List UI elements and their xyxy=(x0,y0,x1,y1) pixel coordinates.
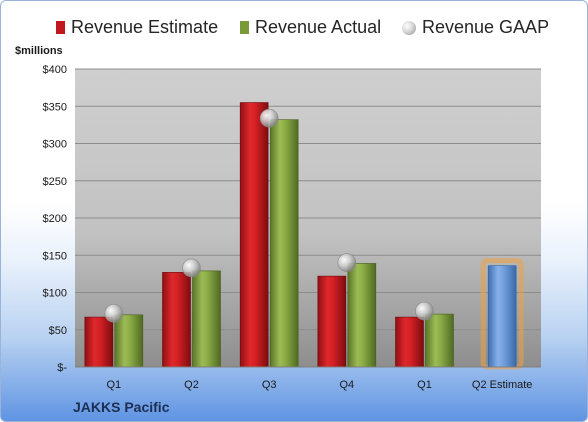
y-axis-unit-label: $millions xyxy=(15,45,63,57)
x-tick-label: Q2 Estimate xyxy=(472,379,533,391)
legend-swatch-revenue-actual xyxy=(240,21,249,34)
x-tick-label: Q3 xyxy=(262,379,277,391)
legend-swatch-revenue-gaap xyxy=(402,20,416,35)
revenue-gaap-marker xyxy=(259,108,279,128)
x-tick-label: Q1 xyxy=(106,379,121,391)
legend-label-revenue-estimate: Revenue Estimate xyxy=(71,17,219,37)
y-tick-label: $350 xyxy=(43,101,67,113)
x-tick-label: Q2 xyxy=(184,379,199,391)
company-name: JAKKS Pacific xyxy=(73,399,170,415)
y-tick-label: $250 xyxy=(43,176,67,188)
revenue-actual-bar xyxy=(269,119,299,368)
y-tick-label: $50 xyxy=(49,325,67,337)
x-tick-label: Q4 xyxy=(339,379,354,391)
q2-estimate-bar xyxy=(487,265,517,368)
revenue-actual-bar xyxy=(114,314,144,368)
legend-swatch-revenue-estimate xyxy=(56,21,65,34)
gridlines xyxy=(75,68,541,331)
y-tick-label: $100 xyxy=(43,288,67,300)
revenue-gaap-marker xyxy=(182,258,201,278)
gaap-markers xyxy=(104,108,434,323)
bars xyxy=(84,102,524,370)
legend-item-revenue-estimate: Revenue Estimate xyxy=(56,17,218,38)
revenue-actual-bar xyxy=(425,313,454,368)
y-tick-label: $300 xyxy=(43,139,67,151)
legend-item-revenue-actual: Revenue Actual xyxy=(240,17,381,38)
legend-item-revenue-gaap: Revenue GAAP xyxy=(402,17,549,38)
revenue-estimate-bar xyxy=(317,275,347,368)
y-tick-label: $150 xyxy=(43,250,67,262)
revenue-gaap-marker xyxy=(337,253,357,273)
y-tick-label: $200 xyxy=(43,213,67,225)
x-tick-label: Q1 xyxy=(417,379,432,391)
revenue-actual-bar xyxy=(347,263,377,368)
legend: Revenue Estimate Revenue Actual Revenue … xyxy=(1,17,587,43)
legend-label-revenue-gaap: Revenue GAAP xyxy=(422,17,550,37)
revenue-estimate-bar xyxy=(239,102,269,368)
revenue-gaap-marker xyxy=(415,301,434,321)
revenue-estimate-bar xyxy=(395,316,424,368)
y-tick-label: $400 xyxy=(43,64,67,76)
y-axis-ticks: $- $50 $100 $150 $200 $250 $300 $350 $400 xyxy=(43,64,68,374)
revenue-estimate-bar xyxy=(162,272,191,368)
revenue-actual-bar xyxy=(192,270,221,368)
revenue-gaap-marker xyxy=(104,304,124,323)
revenue-estimate-bar xyxy=(84,316,114,368)
y-tick-label: $- xyxy=(57,362,67,374)
x-axis-ticks: Q1 Q2 Q3 Q4 Q1 Q2 Estimate xyxy=(106,379,532,391)
legend-label-revenue-actual: Revenue Actual xyxy=(255,17,382,37)
